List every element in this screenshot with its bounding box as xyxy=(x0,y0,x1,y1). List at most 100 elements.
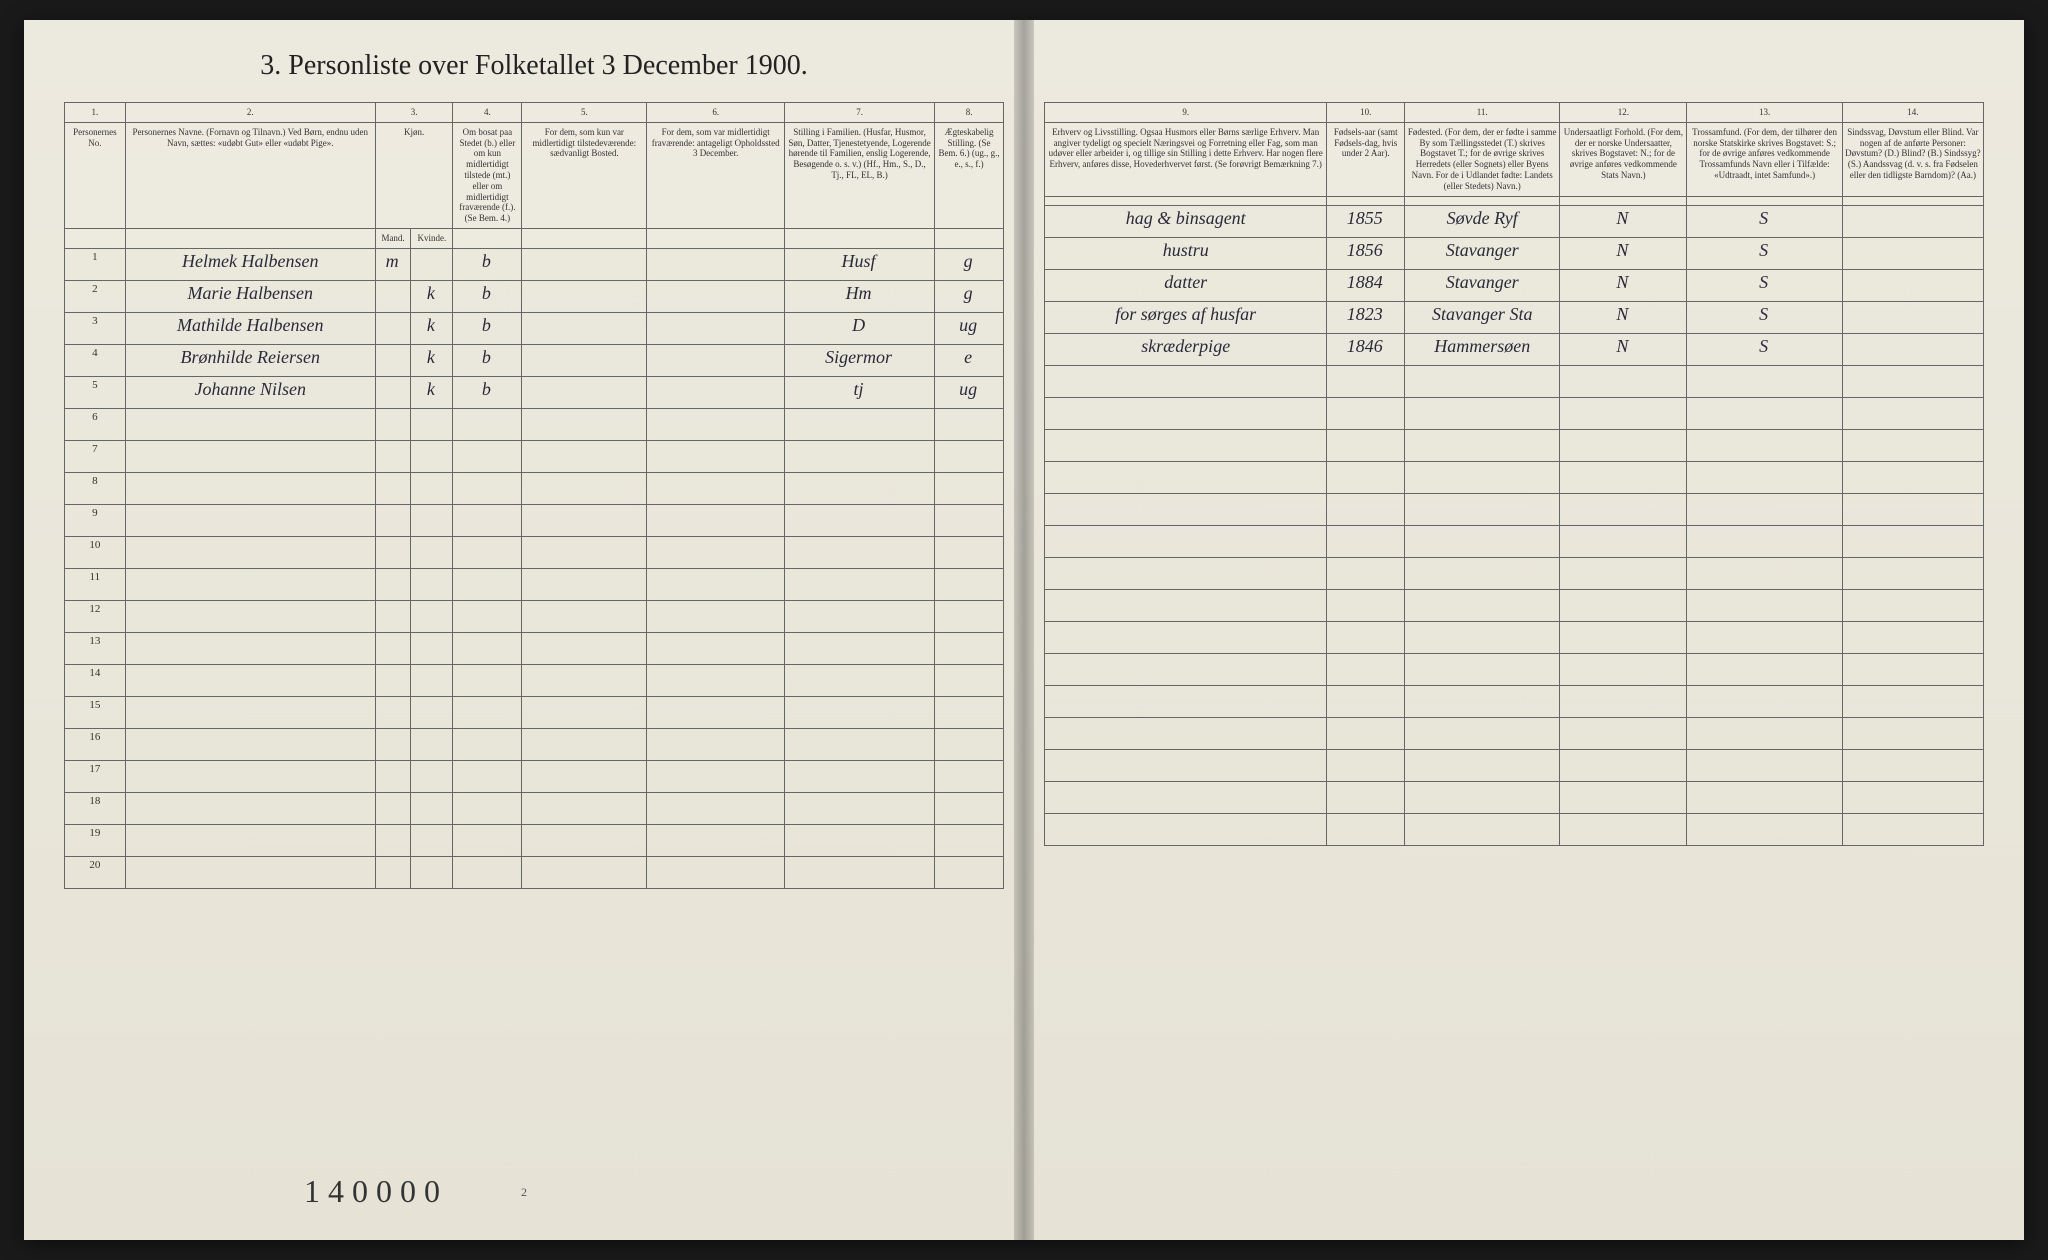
cell-temp xyxy=(522,312,647,344)
table-row-empty xyxy=(1045,429,1984,461)
table-row-empty: 17 xyxy=(65,760,1004,792)
cell-absent xyxy=(647,248,785,280)
colnum-8: 8. xyxy=(935,103,1004,123)
row-num: 3 xyxy=(65,312,126,344)
header-religion: Trossamfund. (For dem, der tilhører den … xyxy=(1687,122,1842,196)
row-num: 12 xyxy=(65,600,126,632)
row-num: 17 xyxy=(65,760,126,792)
colnum-4: 4. xyxy=(453,103,522,123)
cell-temp xyxy=(522,248,647,280)
colnum-11: 11. xyxy=(1405,103,1560,123)
row-num: 13 xyxy=(65,632,126,664)
row-num: 19 xyxy=(65,824,126,856)
cell-name: Helmek Halbensen xyxy=(125,248,375,280)
row-num: 2 xyxy=(65,280,126,312)
cell-residence: b xyxy=(453,376,522,408)
cell-residence: b xyxy=(453,312,522,344)
header-absent: For dem, som var midlertidigt fraværende… xyxy=(647,122,785,228)
colnum-14: 14. xyxy=(1842,103,1983,123)
header-birth: Fødsels-aar (samt Fødsels-dag, hvis unde… xyxy=(1327,122,1405,196)
cell-birth: 1823 xyxy=(1327,301,1405,333)
cell-disability xyxy=(1842,205,1983,237)
cell-disability xyxy=(1842,333,1983,365)
table-row: 3Mathilde HalbensenkbDug xyxy=(65,312,1004,344)
header-marital: Ægteskabelig Stilling. (Se Bem. 6.) (ug.… xyxy=(935,122,1004,228)
cell-occupation: datter xyxy=(1045,269,1327,301)
cell-name: Brønhilde Reiersen xyxy=(125,344,375,376)
table-row: 2Marie HalbensenkbHmg xyxy=(65,280,1004,312)
cell-residence: b xyxy=(453,248,522,280)
cell-name: Johanne Nilsen xyxy=(125,376,375,408)
table-row-empty xyxy=(1045,781,1984,813)
cell-occupation: for sørges af husfar xyxy=(1045,301,1327,333)
cell-birthplace: Stavanger xyxy=(1405,237,1560,269)
row-num: 9 xyxy=(65,504,126,536)
row-num: 16 xyxy=(65,728,126,760)
cell-sex-k: k xyxy=(411,280,453,312)
cell-nationality: N xyxy=(1560,269,1687,301)
table-row-empty: 13 xyxy=(65,632,1004,664)
cell-birth: 1856 xyxy=(1327,237,1405,269)
colnum-3: 3. xyxy=(375,103,453,123)
cell-marital: ug xyxy=(935,376,1004,408)
cell-absent xyxy=(647,344,785,376)
table-row: hustru1856StavangerNS xyxy=(1045,237,1984,269)
header-row: Personernes No. Personernes Navne. (Forn… xyxy=(65,122,1004,228)
colnum-12: 12. xyxy=(1560,103,1687,123)
cell-nationality: N xyxy=(1560,237,1687,269)
table-row: datter1884StavangerNS xyxy=(1045,269,1984,301)
cell-sex-m xyxy=(375,312,410,344)
header-residence: Om bosat paa Stedet (b.) eller om kun mi… xyxy=(453,122,522,228)
table-row-empty: 8 xyxy=(65,472,1004,504)
colnum-6: 6. xyxy=(647,103,785,123)
page-right: 9. 10. 11. 12. 13. 14. Erhverv og Livsst… xyxy=(1024,20,2024,1240)
cell-religion: S xyxy=(1687,333,1842,365)
table-body-left: 1Helmek HalbensenmbHusfg2Marie Halbensen… xyxy=(65,248,1004,888)
cell-religion: S xyxy=(1687,301,1842,333)
cell-name: Marie Halbensen xyxy=(125,280,375,312)
column-number-row-r: 9. 10. 11. 12. 13. 14. xyxy=(1045,103,1984,123)
colnum-5: 5. xyxy=(522,103,647,123)
cell-residence: b xyxy=(453,280,522,312)
header-occupation: Erhverv og Livsstilling. Ogsaa Husmors e… xyxy=(1045,122,1327,196)
column-number-row: 1. 2. 3. 4. 5. 6. 7. 8. xyxy=(65,103,1004,123)
cell-marital: g xyxy=(935,248,1004,280)
row-num: 14 xyxy=(65,664,126,696)
sub-header-row-r xyxy=(1045,196,1984,205)
book-spine xyxy=(1014,20,1034,1240)
page-left: 3. Personliste over Folketallet 3 Decemb… xyxy=(24,20,1024,1240)
cell-birthplace: Stavanger xyxy=(1405,269,1560,301)
header-birthplace: Fødested. (For dem, der er fødte i samme… xyxy=(1405,122,1560,196)
table-row-empty: 16 xyxy=(65,728,1004,760)
cell-sex-m xyxy=(375,344,410,376)
row-num: 11 xyxy=(65,568,126,600)
cell-name: Mathilde Halbensen xyxy=(125,312,375,344)
table-row-empty: 20 xyxy=(65,856,1004,888)
table-row: skræderpige1846HammersøenNS xyxy=(1045,333,1984,365)
table-row-empty: 10 xyxy=(65,536,1004,568)
table-row-empty xyxy=(1045,365,1984,397)
table-row-empty xyxy=(1045,557,1984,589)
header-personno: Personernes No. xyxy=(65,122,126,228)
table-row: hag & binsagent1855Søvde RyfNS xyxy=(1045,205,1984,237)
cell-absent xyxy=(647,312,785,344)
header-temp: For dem, som kun var midlertidigt tilste… xyxy=(522,122,647,228)
page-title: 3. Personliste over Folketallet 3 Decemb… xyxy=(64,50,1004,82)
table-row-empty xyxy=(1045,397,1984,429)
colnum-10: 10. xyxy=(1327,103,1405,123)
cell-temp xyxy=(522,344,647,376)
cell-marital: ug xyxy=(935,312,1004,344)
cell-sex-k: k xyxy=(411,376,453,408)
cell-position: Hm xyxy=(785,280,935,312)
cell-birthplace: Stavanger Sta xyxy=(1405,301,1560,333)
table-row-empty xyxy=(1045,525,1984,557)
table-row-empty: 11 xyxy=(65,568,1004,600)
table-row-empty xyxy=(1045,717,1984,749)
row-num: 18 xyxy=(65,792,126,824)
cell-sex-m xyxy=(375,280,410,312)
table-row-empty xyxy=(1045,749,1984,781)
cell-sex-k: k xyxy=(411,312,453,344)
cell-sex-m xyxy=(375,376,410,408)
cell-birth: 1855 xyxy=(1327,205,1405,237)
table-row-empty: 7 xyxy=(65,440,1004,472)
